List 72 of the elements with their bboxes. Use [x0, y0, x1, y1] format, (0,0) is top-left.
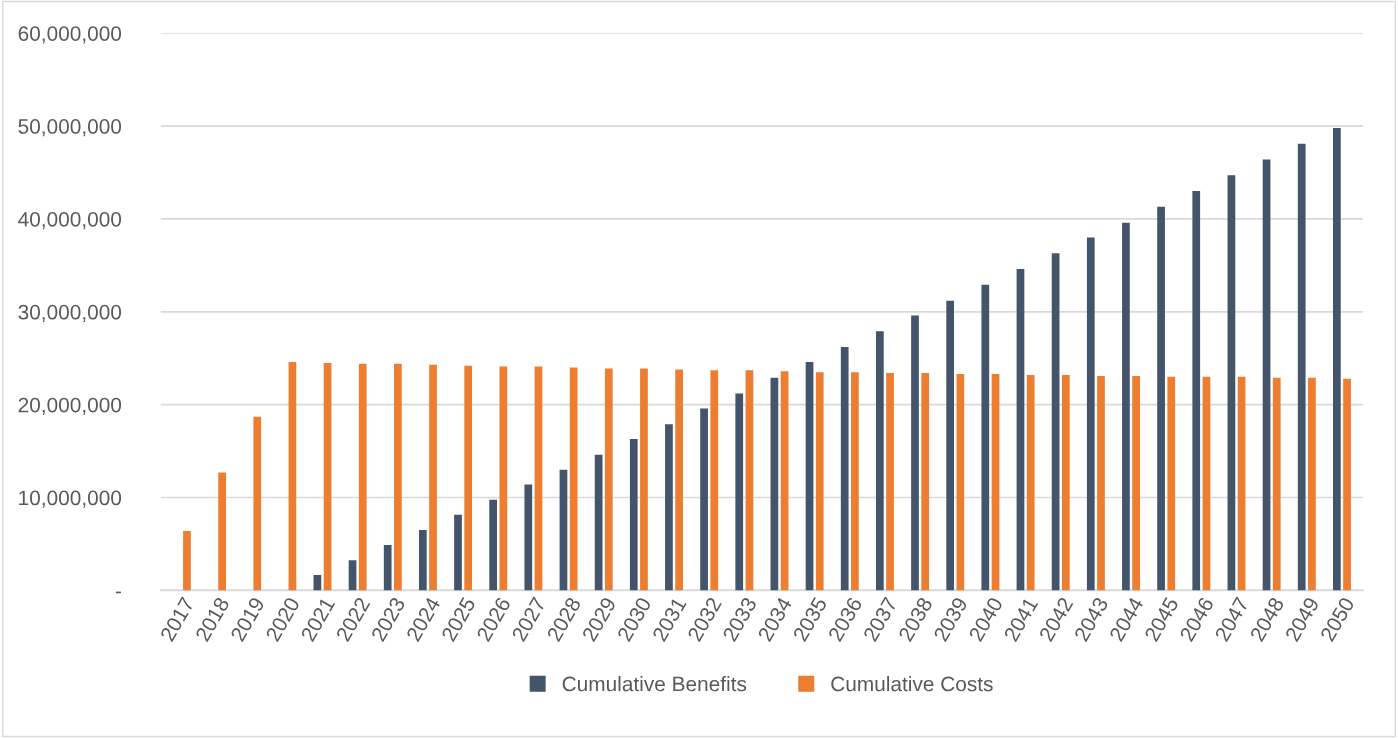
bar — [911, 315, 919, 591]
bar — [499, 366, 508, 591]
bar — [875, 331, 884, 591]
bar — [1262, 159, 1271, 591]
bar — [418, 530, 427, 591]
bar — [1237, 376, 1246, 591]
bar — [840, 347, 849, 591]
bar — [1132, 375, 1140, 591]
bar — [805, 361, 814, 591]
bar — [1308, 377, 1316, 591]
bar — [1061, 374, 1070, 591]
bar — [253, 416, 262, 591]
bar — [489, 499, 498, 591]
y-tick-label: 60,000,000 — [18, 26, 122, 44]
y-tick-label: - — [115, 591, 121, 594]
bar — [1086, 237, 1095, 591]
y-tick-label: 20,000,000 — [18, 397, 122, 415]
bar — [956, 374, 965, 591]
bar — [524, 484, 533, 591]
bar — [981, 284, 990, 591]
bar — [323, 362, 332, 591]
bar — [1192, 191, 1201, 591]
bar — [745, 370, 754, 591]
y-tick-label: 10,000,000 — [19, 490, 122, 508]
y-tick-label: 40,000,000 — [18, 211, 122, 230]
bar — [1167, 376, 1176, 591]
bar — [569, 367, 578, 591]
bar — [604, 368, 613, 591]
bar — [358, 363, 367, 591]
bar — [735, 393, 744, 591]
bar — [183, 530, 191, 591]
bar — [1297, 143, 1306, 591]
bar — [464, 365, 473, 591]
bar — [700, 408, 708, 591]
bar — [629, 439, 638, 591]
bar — [534, 366, 543, 591]
bar — [1026, 374, 1035, 591]
bar — [780, 371, 789, 591]
bar — [454, 514, 462, 591]
bar — [1343, 378, 1351, 591]
bar — [429, 364, 437, 591]
bar — [1227, 175, 1236, 591]
bar — [770, 377, 779, 591]
legend-label: Cumulative Benefits — [562, 676, 747, 692]
bar — [815, 372, 824, 591]
bar — [710, 370, 719, 591]
legend-label: Cumulative Costs — [831, 676, 993, 692]
bar — [851, 372, 859, 591]
bar — [675, 369, 683, 591]
bar — [946, 300, 955, 591]
bar — [1016, 269, 1025, 591]
bar — [991, 374, 1000, 591]
bar — [383, 544, 392, 591]
y-tick-label: 50,000,000 — [18, 119, 122, 137]
bar — [594, 454, 603, 591]
bar — [1272, 377, 1281, 591]
bar — [1157, 206, 1165, 591]
bar — [921, 373, 930, 591]
y-tick-label: 30,000,000 — [18, 304, 122, 323]
bar — [1097, 375, 1105, 591]
bar — [348, 560, 357, 591]
bar — [288, 361, 297, 591]
bar — [218, 472, 226, 591]
bar — [1122, 222, 1130, 591]
bar — [886, 373, 894, 591]
bar — [640, 368, 648, 591]
bar — [1051, 253, 1060, 591]
bar — [1332, 127, 1341, 591]
bar — [559, 469, 568, 591]
bar — [1202, 376, 1211, 591]
bar — [394, 363, 402, 591]
bar — [665, 424, 673, 591]
